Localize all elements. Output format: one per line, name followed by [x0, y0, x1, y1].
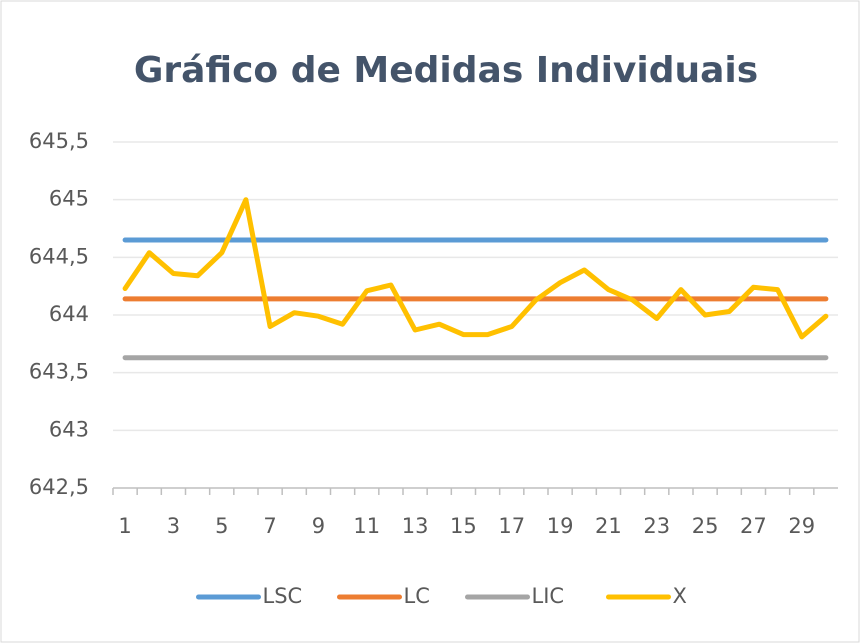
series-line [122, 197, 829, 340]
x-tick-label: 7 [263, 514, 276, 538]
x-tick-label: 25 [692, 514, 719, 538]
x-tick-label: 29 [788, 514, 815, 538]
y-tick-label: 645 [49, 187, 89, 211]
chart-title: Gráfico de Medidas Individuais [134, 50, 758, 91]
y-tick-label: 645,5 [29, 129, 89, 153]
x-tick-label: 3 [167, 514, 180, 538]
x-tick-label: 5 [215, 514, 228, 538]
x-tick-label: 13 [402, 514, 429, 538]
x-tick-label: 21 [595, 514, 622, 538]
y-tick-label: 643 [49, 417, 89, 441]
x-tick-label: 11 [353, 514, 380, 538]
legend-label: LSC [263, 584, 303, 608]
legend-label: LC [404, 584, 430, 608]
y-tick-label: 642,5 [29, 475, 89, 499]
x-tick-label: 15 [450, 514, 477, 538]
x-tick-label: 19 [547, 514, 574, 538]
y-tick-label: 644 [49, 302, 89, 326]
x-tick-label: 17 [498, 514, 525, 538]
y-tick-label: 643,5 [29, 360, 89, 384]
y-tick-label: 644,5 [29, 244, 89, 268]
x-tick-label: 1 [118, 514, 131, 538]
legend-label: LIC [532, 584, 565, 608]
legend-label: X [673, 584, 687, 608]
x-tick-label: 23 [643, 514, 670, 538]
x-tick-label: 27 [740, 514, 767, 538]
x-tick-label: 9 [312, 514, 325, 538]
